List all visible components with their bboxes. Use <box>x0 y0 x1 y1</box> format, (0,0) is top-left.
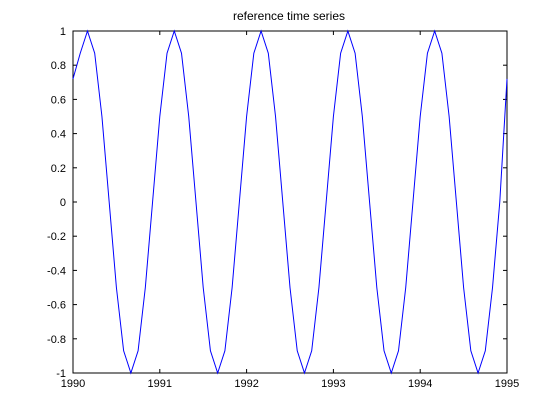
y-tick-label: 1 <box>60 26 66 38</box>
y-tick-label: 0.8 <box>51 60 66 72</box>
y-tick-label: -0.2 <box>47 231 66 243</box>
series-group <box>72 29 508 375</box>
x-tick-label: 1991 <box>148 378 172 390</box>
y-tick-label: 0.4 <box>51 129 66 141</box>
x-tick-label: 1993 <box>321 378 345 390</box>
y-tick-label: -1 <box>56 368 66 380</box>
series-line <box>72 29 508 375</box>
y-tick-label: 0.6 <box>51 94 66 106</box>
x-axis: 1990 1991 1992 1993 1994 1995 <box>61 31 519 390</box>
chart-title: reference time series <box>233 9 345 23</box>
x-tick-label: 1995 <box>495 378 519 390</box>
y-tick-label: 0.2 <box>51 163 66 175</box>
x-tick-label: 1994 <box>408 378 432 390</box>
y-tick-label: -0.8 <box>47 334 66 346</box>
y-tick-label: 0 <box>60 197 66 209</box>
plot-area <box>72 30 508 374</box>
x-tick-label: 1992 <box>234 378 258 390</box>
y-tick-label: -0.4 <box>47 265 66 277</box>
y-tick-label: -0.6 <box>47 300 66 312</box>
y-axis: -1 -0.8 -0.6 -0.4 -0.2 0 0.2 0.4 0.6 0.8 1 <box>47 26 507 380</box>
x-tick-label: 1990 <box>61 378 85 390</box>
